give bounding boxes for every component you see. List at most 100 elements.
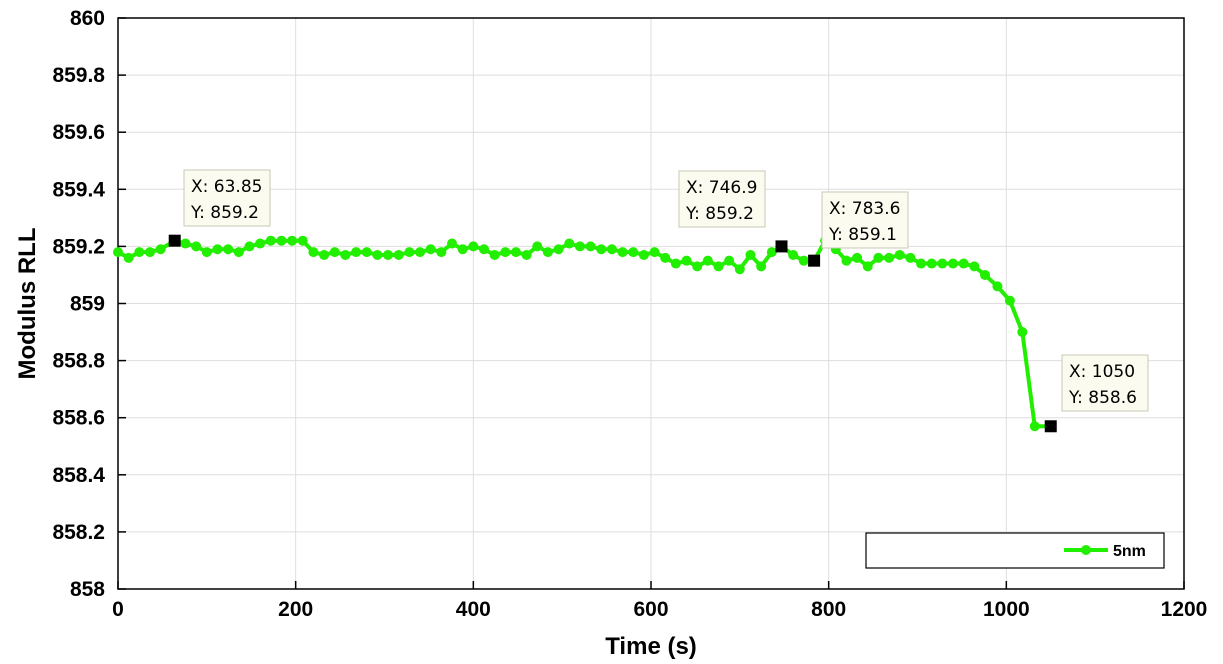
y-tick-label: 858.8 — [52, 350, 105, 373]
y-tick-label: 859.6 — [52, 121, 105, 144]
data-point — [1017, 327, 1028, 338]
data-point — [155, 244, 166, 255]
datatip-2[interactable]: X: 746.9 Y: 859.2 — [678, 170, 766, 228]
data-point — [329, 247, 340, 258]
series-5nm — [113, 235, 1056, 432]
x-axis-ticks: 0 200 400 600 800 1000 1200 — [112, 581, 1207, 621]
data-point — [1004, 295, 1015, 306]
datatip-marker-1[interactable] — [168, 234, 181, 247]
datatip-2-y: Y: 859.2 — [685, 204, 754, 224]
data-point — [894, 249, 905, 260]
data-point — [713, 261, 724, 272]
data-point — [606, 244, 617, 255]
data-point — [144, 247, 155, 258]
data-point — [756, 261, 767, 272]
datatip-3-x: X: 783.6 — [829, 199, 900, 219]
datatip-1-y: Y: 859.2 — [190, 203, 259, 223]
datatip-4-box — [1061, 354, 1149, 412]
data-point — [617, 247, 628, 258]
data-point — [351, 247, 362, 258]
data-point — [489, 249, 500, 260]
datatip-4-y: Y: 858.6 — [1068, 388, 1137, 408]
data-point — [798, 255, 809, 266]
data-point — [244, 241, 255, 252]
datatip-4[interactable]: X: 1050 Y: 858.6 — [1061, 354, 1149, 412]
data-point — [638, 249, 649, 260]
data-point — [287, 235, 298, 246]
data-point — [628, 247, 639, 258]
data-point — [383, 249, 394, 260]
x-tick-label: 0 — [112, 598, 124, 621]
x-tick-label: 600 — [633, 598, 668, 621]
data-point — [478, 244, 489, 255]
data-point — [393, 249, 404, 260]
y-tick-label: 858 — [70, 578, 105, 601]
data-point — [788, 249, 799, 260]
data-point — [724, 255, 735, 266]
data-point — [766, 247, 777, 258]
y-tick-label: 858.6 — [52, 407, 105, 430]
data-point — [500, 247, 511, 258]
datatip-2-x: X: 746.9 — [686, 178, 757, 198]
data-point — [692, 261, 703, 272]
y-tick-label: 860 — [70, 7, 105, 30]
data-point — [1029, 421, 1040, 432]
data-point — [596, 244, 607, 255]
data-point — [660, 252, 671, 263]
y-tick-label: 858.2 — [52, 521, 105, 544]
data-point — [702, 255, 713, 266]
data-point — [681, 255, 692, 266]
data-point — [276, 235, 287, 246]
datatip-4-x: X: 1050 — [1069, 362, 1135, 382]
data-point — [212, 244, 223, 255]
datatip-3[interactable]: X: 783.6 Y: 859.1 — [821, 191, 909, 249]
data-point — [980, 269, 991, 280]
data-point — [553, 244, 564, 255]
data-point — [297, 235, 308, 246]
data-point — [585, 241, 596, 252]
datatip-1-x: X: 63.85 — [191, 177, 262, 197]
data-point — [447, 238, 458, 249]
data-point — [670, 258, 681, 269]
data-point — [574, 241, 585, 252]
x-axis-title: Time (s) — [605, 633, 697, 660]
data-point — [134, 247, 145, 258]
y-tick-label: 858.4 — [52, 464, 105, 487]
data-point — [425, 244, 436, 255]
data-point — [510, 247, 521, 258]
x-tick-label: 800 — [811, 598, 846, 621]
datatip-marker-4[interactable] — [1044, 420, 1057, 433]
y-tick-label: 859.4 — [52, 178, 105, 201]
data-point — [113, 247, 123, 258]
x-tick-label: 400 — [456, 598, 491, 621]
data-point — [958, 258, 969, 269]
datatip-marker-2[interactable] — [775, 240, 788, 253]
data-point — [649, 247, 660, 258]
data-point — [884, 252, 895, 263]
data-point — [180, 238, 191, 249]
data-point — [734, 264, 745, 275]
data-point — [223, 244, 234, 255]
data-point — [873, 252, 884, 263]
legend-label-5nm: 5nm — [1113, 543, 1146, 560]
y-tick-label: 859 — [70, 293, 105, 316]
data-point — [852, 252, 863, 263]
datatip-2-box — [678, 170, 766, 228]
y-axis-title: Modulus RLL — [14, 228, 41, 380]
datatip-marker-3[interactable] — [808, 254, 821, 267]
datatip-1[interactable]: X: 63.85 Y: 859.2 — [183, 169, 271, 227]
data-point — [201, 247, 212, 258]
data-point — [123, 252, 134, 263]
datatip-1-box — [183, 169, 271, 227]
data-point — [916, 258, 927, 269]
legend[interactable]: 5nm — [865, 532, 1165, 569]
legend-marker-swatch — [1081, 545, 1091, 555]
data-point — [308, 247, 319, 258]
x-tick-label: 1000 — [983, 598, 1030, 621]
legend-box — [865, 532, 1165, 569]
datatip-3-box — [821, 191, 909, 249]
data-point — [841, 255, 852, 266]
y-tick-label: 859.8 — [52, 64, 105, 87]
data-point — [265, 235, 276, 246]
